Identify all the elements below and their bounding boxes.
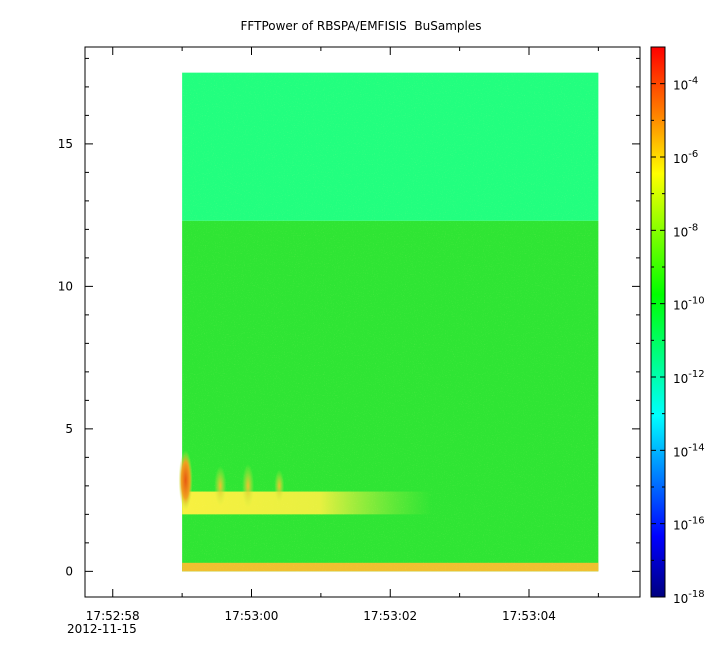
wave-burst-1 — [214, 465, 227, 506]
colorbar-tick-label: 10-10 — [673, 296, 705, 313]
wave-burst-3 — [274, 469, 285, 502]
y-tick-label: 0 — [65, 564, 73, 578]
colorbar-tick-label: 10-4 — [673, 76, 698, 93]
colorbar-tick-label: 10-14 — [673, 442, 705, 459]
wave-burst-0 — [178, 450, 193, 511]
x-tick-label: 17:52:58 — [86, 609, 140, 623]
y-tick-label: 5 — [65, 422, 73, 436]
colorbar-ticks: 10-4 10-6 10-8 10-10 10-12 10-14 10-16 10-18 — [651, 46, 705, 606]
y-tick-label: 15 — [58, 137, 73, 151]
x-date-label: 2012-11-15 — [67, 622, 137, 636]
y-tick-label: 10 — [58, 279, 73, 293]
colorbar — [650, 46, 666, 598]
x-axis: 17:52:58 17:53:00 17:53:02 17:53:04 — [86, 47, 599, 623]
x-tick-label: 17:53:02 — [363, 609, 417, 623]
colorbar-tick-label: 10-8 — [673, 222, 698, 239]
wave-burst-2 — [242, 463, 255, 508]
chart-title: FFTPower of RBSPA/EMFISIS BuSamples — [241, 19, 482, 33]
colorbar-tick-label: 10-6 — [673, 149, 698, 166]
x-tick-label: 17:53:00 — [225, 609, 279, 623]
colorbar-tick-label: 10-18 — [673, 589, 705, 606]
y-axis: 0 5 10 15 — [58, 57, 640, 578]
x-tick-label: 17:53:04 — [502, 609, 556, 623]
colorbar-tick-label: 10-12 — [673, 369, 705, 386]
heatmap-area — [178, 72, 599, 572]
colorbar-tick-label: 10-16 — [673, 516, 705, 533]
